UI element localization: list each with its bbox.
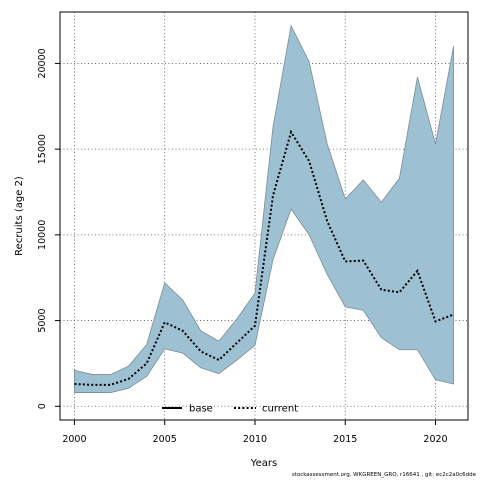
series-line-current [74, 129, 454, 386]
footer-credit: stockassessment.org, WKGREEN_GRO, r16641… [291, 472, 476, 478]
y-axis-title: Recruits (age 2) [14, 176, 25, 256]
x-tick-label: 2020 [423, 434, 447, 445]
y-tick-label: 10000 [37, 220, 48, 250]
x-tick-label: 2010 [243, 434, 267, 445]
x-axis-title: Years [250, 458, 277, 469]
y-tick-label: 0 [37, 403, 48, 409]
y-tick-label: 5000 [37, 308, 48, 332]
x-tick-label: 2015 [333, 434, 357, 445]
y-axis: 0 5000 10000 15000 20000 [37, 48, 60, 409]
legend-label-base: base [189, 404, 213, 415]
y-tick-label: 20000 [37, 48, 48, 78]
y-tick-label: 15000 [37, 134, 48, 164]
plot-frame [59, 11, 469, 421]
x-tick-label: 2005 [153, 434, 177, 445]
legend-label-current: current [262, 404, 298, 415]
confidence-band [74, 24, 454, 393]
x-tick-label: 2000 [62, 434, 86, 445]
legend: base current [162, 404, 298, 415]
x-axis: 2000 2005 2010 2015 2020 [62, 420, 448, 445]
